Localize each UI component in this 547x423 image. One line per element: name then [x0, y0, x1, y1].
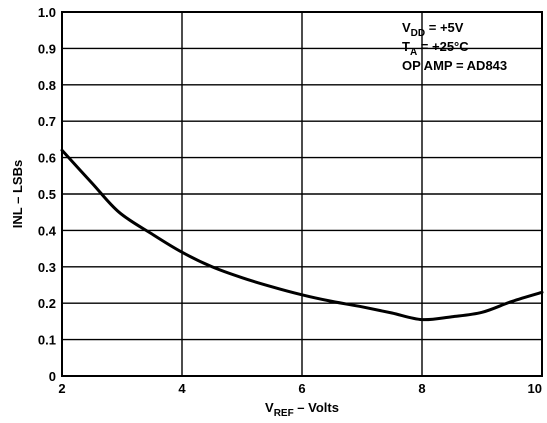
y-tick-labels: 0 0.1 0.2 0.3 0.4 0.5 0.6 0.7 0.8 0.9 1.0	[38, 5, 57, 384]
x-tick-label: 6	[298, 381, 305, 396]
y-tick-label: 0.1	[38, 333, 56, 348]
annotation-vdd: VDD = +5V	[402, 20, 464, 39]
y-tick-label: 0.6	[38, 151, 56, 166]
x-axis-title-main: V	[265, 400, 274, 415]
y-tick-label: 0.4	[38, 223, 57, 238]
y-tick-label: 0.9	[38, 41, 56, 56]
y-axis-title: INL – LSBs	[10, 160, 25, 228]
annotation-ta: TA = +25°C	[402, 39, 469, 58]
inl-curve	[60, 148, 544, 322]
y-tick-label: 0.2	[38, 296, 56, 311]
x-tick-label: 8	[418, 381, 425, 396]
x-tick-label: 4	[178, 381, 186, 396]
x-axis-title: VREF – Volts	[265, 400, 339, 419]
conditions-annotation: VDD = +5V TA = +25°C OP AMP = AD843	[402, 20, 507, 73]
annotation-op-amp: OP AMP = AD843	[402, 58, 507, 73]
y-tick-label: 0.3	[38, 260, 56, 275]
x-tick-label: 2	[58, 381, 65, 396]
x-axis-title-rest: – Volts	[294, 400, 339, 415]
y-tick-label: 0.5	[38, 187, 56, 202]
y-tick-label: 0.7	[38, 114, 56, 129]
y-tick-label: 0	[49, 369, 56, 384]
plot-frame	[61, 11, 543, 377]
x-tick-labels: 2 4 6 8 10	[58, 381, 542, 396]
y-tick-label: 0.8	[38, 78, 56, 93]
y-tick-label: 1.0	[38, 5, 56, 20]
x-tick-label: 10	[528, 381, 542, 396]
x-axis-title-sub: REF	[274, 408, 294, 419]
